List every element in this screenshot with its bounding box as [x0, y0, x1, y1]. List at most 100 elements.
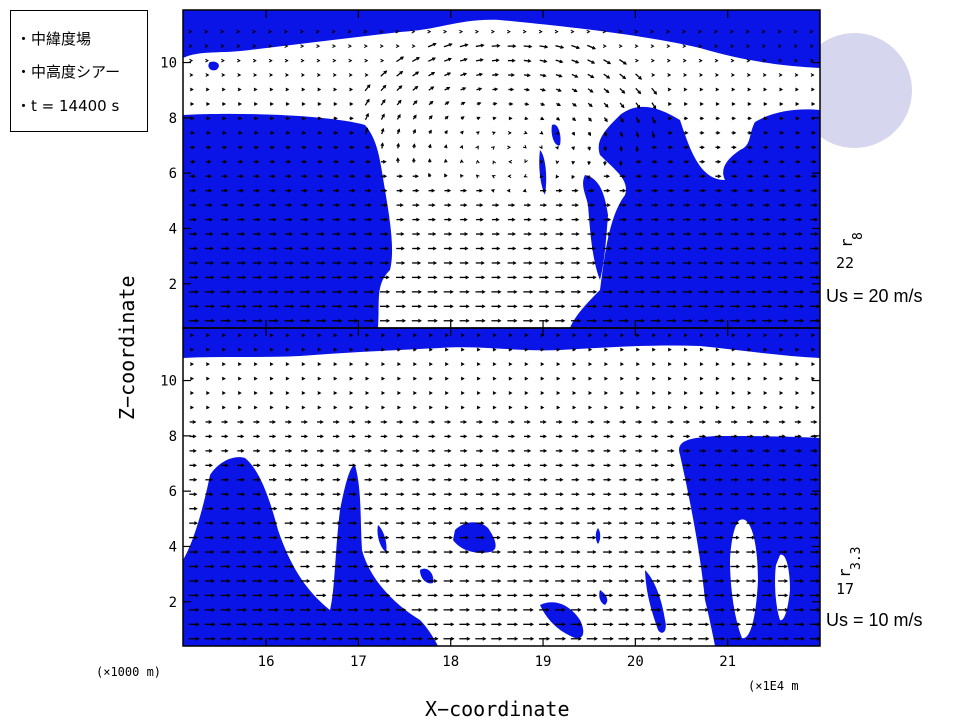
vector-arrow-head: [618, 29, 623, 34]
vector-arrow-head: [223, 174, 228, 179]
vector-arrow-head: [572, 391, 577, 395]
vector-arrow-head: [210, 579, 215, 583]
vector-arrow-head: [445, 101, 450, 105]
vector-arrow-head: [253, 347, 258, 352]
vector-arrow-head: [385, 521, 390, 526]
vector-arrow-head: [432, 42, 437, 47]
vector-arrow-head: [529, 564, 534, 569]
vector-arrow-head: [255, 159, 260, 164]
vector-arrow-head: [513, 304, 518, 309]
vector-arrow-head: [432, 506, 437, 511]
vector-arrow-head: [768, 607, 773, 612]
vector-arrow-head: [224, 448, 229, 453]
vector-arrow-head: [352, 463, 357, 468]
vector-arrow-head: [465, 564, 470, 569]
vector-arrow-head: [428, 347, 433, 352]
vector-arrow-head: [784, 593, 789, 598]
vector-arrow-head: [607, 463, 612, 468]
vector-arrow-head: [540, 391, 545, 395]
vector-arrow-head: [479, 448, 484, 453]
vector-arrow-head: [811, 405, 816, 410]
vector-arrow-head: [767, 275, 772, 280]
vector-arrow-head: [402, 318, 407, 323]
vector-arrow-head: [716, 130, 721, 135]
vector-arrow-head: [476, 347, 481, 352]
vector-arrow-head: [688, 550, 693, 554]
vector-arrow-head: [796, 145, 801, 150]
vector-arrow-head: [415, 420, 420, 424]
vector-arrow-head: [240, 188, 245, 193]
vector-arrow-head: [379, 29, 384, 34]
vector-arrow-head: [386, 607, 391, 612]
vector-arrow-head: [528, 506, 533, 511]
vector-arrow-head: [302, 145, 307, 150]
vector-arrow-head: [462, 87, 467, 91]
vector-arrow-head: [480, 246, 485, 251]
vector-arrow-head: [380, 127, 385, 132]
vector-arrow-head: [559, 217, 564, 222]
vector-arrow: [603, 73, 610, 79]
vector-arrow-head: [321, 521, 326, 526]
vector-arrow-head: [274, 593, 279, 598]
vector-arrow-head: [704, 579, 709, 583]
vector-arrow-head: [254, 130, 259, 135]
vector-arrow-head: [481, 579, 486, 583]
vector-arrow-head: [720, 593, 725, 598]
vector-arrow-head: [814, 477, 819, 482]
vector-arrow-head: [432, 246, 437, 251]
vector-arrow-head: [576, 521, 581, 526]
vector-arrow-head: [689, 636, 694, 641]
vector-arrow-head: [737, 636, 742, 641]
vector-arrow-head: [449, 275, 454, 280]
vector-arrow-head: [400, 477, 405, 482]
vector-arrow-head: [338, 318, 343, 323]
vector-arrow-head: [703, 261, 708, 265]
vector-arrow-head: [240, 448, 245, 453]
vector-arrow-head: [365, 391, 370, 395]
vector-arrow: [587, 59, 595, 64]
vector-arrow-head: [736, 289, 741, 294]
vector-arrow-head: [492, 376, 497, 381]
vector-arrow-head: [748, 130, 753, 135]
vector-arrow-head: [427, 158, 432, 163]
vector-arrow-head: [592, 45, 597, 50]
vector-arrow-head: [492, 160, 497, 165]
vector-arrow-head: [272, 420, 276, 424]
vector-arrow-head: [698, 44, 703, 49]
vector-arrow-head: [813, 203, 818, 208]
vector-arrow-head: [717, 159, 722, 164]
vector-arrow-head: [688, 275, 693, 280]
vector-arrow-head: [194, 261, 199, 265]
vector-arrow-head: [558, 188, 563, 193]
vector-arrow-head: [813, 448, 818, 453]
vector-arrow-head: [427, 29, 432, 34]
vector-arrow-head: [638, 434, 643, 439]
vector-arrow-head: [285, 405, 290, 410]
vector-arrow-head: [320, 203, 325, 208]
vector-arrow-head: [268, 44, 273, 49]
vector-arrow-head: [242, 579, 247, 583]
vector-arrow-head: [336, 203, 341, 208]
vector-arrow-head: [527, 463, 532, 468]
vector-arrow-head: [778, 44, 782, 49]
vector-arrow-head: [685, 174, 690, 179]
vector-arrow-head: [543, 492, 548, 497]
vector-arrow-head: [225, 217, 229, 222]
vector-arrow-head: [562, 636, 567, 641]
vector-arrow-head: [735, 492, 739, 497]
vector-arrow-head: [193, 463, 198, 468]
vector-arrow-head: [558, 73, 563, 78]
vector-arrow-head: [291, 622, 296, 627]
vector-arrow-head: [718, 434, 723, 439]
vector-arrow-head: [475, 29, 480, 34]
x-unit-note-right: (×1E4 m: [748, 679, 799, 693]
vector-arrow-head: [590, 203, 595, 208]
vector-arrow-head: [258, 304, 263, 309]
vector-arrow-head: [571, 146, 575, 151]
vector-arrow-head: [779, 102, 784, 106]
vector-arrow-head: [716, 145, 721, 150]
vector-arrow-head: [220, 29, 225, 34]
vector-arrow-head: [491, 131, 496, 135]
vector-arrow-head: [544, 535, 549, 540]
vector-arrow-head: [241, 492, 246, 497]
